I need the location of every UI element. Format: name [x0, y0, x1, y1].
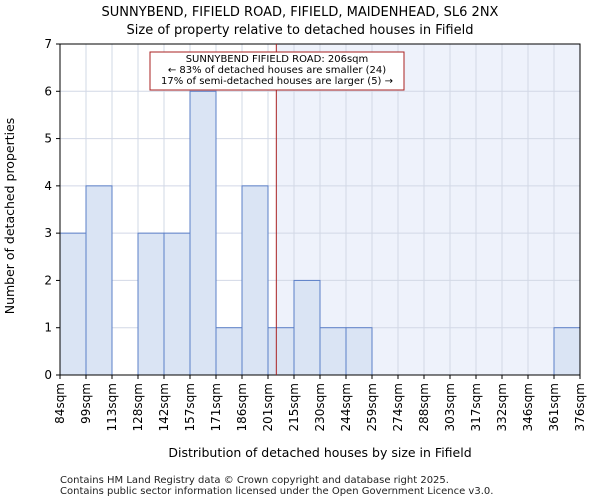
y-tick-label: 0: [44, 368, 52, 382]
bar: [163, 232, 191, 376]
bar: [319, 327, 347, 376]
x-tick-label: 171sqm: [209, 383, 223, 431]
bar: [553, 327, 581, 376]
y-tick-label: 1: [44, 321, 52, 335]
highlight-region: [276, 44, 580, 375]
x-tick-label: 84sqm: [53, 383, 67, 424]
annotation-line-1: SUNNYBEND FIFIELD ROAD: 206sqm: [186, 54, 369, 65]
y-tick-label: 3: [44, 226, 52, 240]
footer-line-2: Contains public sector information licen…: [60, 486, 493, 497]
x-tick-label: 376sqm: [573, 383, 587, 431]
chart-subtitle: Size of property relative to detached ho…: [127, 23, 474, 38]
plot-area: 0 1 2 3 4 5 6 7 84sqm 99sqm 113sqm 128sqm 142sqm 157s…: [44, 37, 587, 431]
y-tick-label: 4: [44, 179, 52, 193]
bar: [59, 232, 87, 376]
bar: [293, 279, 321, 376]
x-axis-label: Distribution of detached houses by size …: [168, 445, 471, 460]
x-tick-label: 230sqm: [313, 383, 327, 431]
x-tick-label: 99sqm: [79, 383, 93, 424]
bar: [215, 327, 243, 376]
x-tick-label: 244sqm: [339, 383, 353, 431]
bar: [137, 232, 165, 376]
x-tick-label: 346sqm: [521, 383, 535, 431]
x-tick-label: 215sqm: [287, 383, 301, 431]
chart-title: SUNNYBEND, FIFIELD ROAD, FIFIELD, MAIDEN…: [102, 5, 499, 20]
x-tick-label: 201sqm: [261, 383, 275, 431]
x-tick-label: 128sqm: [131, 383, 145, 431]
x-tick-label: 186sqm: [235, 383, 249, 431]
bar: [267, 327, 295, 376]
x-tick-label: 361sqm: [547, 383, 561, 431]
annotation-line-3: 17% of semi-detached houses are larger (…: [161, 76, 393, 87]
x-tick-label: 288sqm: [417, 383, 431, 431]
x-tick-label: 303sqm: [443, 383, 457, 431]
x-tick-label: 113sqm: [105, 383, 119, 431]
x-tick-label: 317sqm: [469, 383, 483, 431]
bar: [241, 185, 269, 376]
x-tick-label: 274sqm: [391, 383, 405, 431]
x-tick-label: 259sqm: [365, 383, 379, 431]
footer-line-1: Contains HM Land Registry data © Crown c…: [60, 475, 449, 486]
y-tick-label: 6: [44, 84, 52, 98]
y-axis-label: Number of detached properties: [2, 118, 17, 315]
x-tick-label: 142sqm: [157, 383, 171, 431]
y-tick-label: 7: [44, 37, 52, 51]
x-tick-label: 332sqm: [495, 383, 509, 431]
y-tick-label: 2: [44, 273, 52, 287]
bar: [85, 185, 113, 376]
annotation-frame: [149, 51, 405, 91]
annotation-box: SUNNYBEND FIFIELD ROAD: 206sqm ← 83% of …: [149, 51, 405, 91]
annotation-line-2: ← 83% of detached houses are smaller (24…: [168, 65, 386, 76]
x-tick-label: 157sqm: [183, 383, 197, 431]
bar: [345, 327, 373, 376]
bar: [189, 90, 217, 376]
y-tick-label: 5: [44, 132, 52, 146]
